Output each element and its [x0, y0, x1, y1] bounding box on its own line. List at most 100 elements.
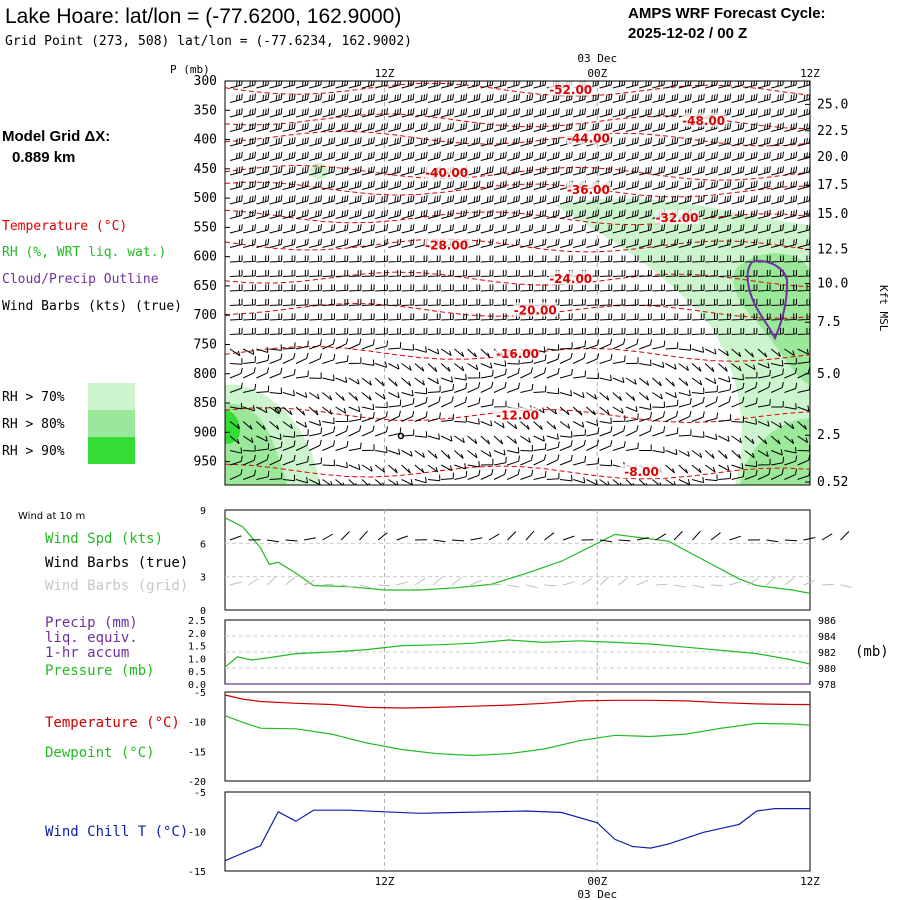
wind-10m-panel: 0 3 6 9	[200, 506, 853, 617]
temperature-contour-label: -52.00	[549, 83, 592, 97]
wind-barb-row	[229, 151, 810, 161]
rh-region-80-bottom-left	[225, 404, 287, 485]
y-right-tick-label: 978	[818, 680, 836, 691]
grid-spacing-value: 0.889 km	[12, 149, 75, 166]
height-tick-label: 15.0	[817, 207, 848, 222]
temperature-contour	[225, 407, 810, 424]
wind-barb-row	[229, 195, 810, 205]
temperature-contour-label-bg	[424, 164, 469, 179]
temperature-contour-label: -8.00	[624, 465, 659, 479]
pressure-tick-label: 500	[194, 191, 217, 206]
legend-wind-barbs: Wind Barbs (kts) (true)	[2, 299, 182, 314]
wind-barbs-true	[229, 530, 850, 543]
grid-spacing-title: Model Grid ΔX:	[2, 128, 110, 145]
series-line-wind-spd-kts-	[224, 517, 811, 594]
wind-barb-row	[229, 454, 810, 474]
pressure-tick-label: 950	[194, 455, 217, 470]
rh-region-80-right	[733, 253, 810, 385]
time-tick-label: 12Z	[800, 875, 820, 888]
time-tick-date: 03 Dec	[577, 888, 617, 900]
temperature-contour-label: -16.00	[496, 347, 539, 361]
wind-true-label: Wind Barbs (true)	[45, 555, 188, 571]
rh-label-70: RH > 70%	[2, 390, 65, 405]
temperature-contour	[225, 82, 810, 97]
height-axis-label: Kft MSL	[877, 285, 890, 332]
wind-barb-row	[229, 327, 810, 335]
grid-point-subtitle: Grid Point (273, 508) lat/lon = (-77.623…	[5, 34, 412, 49]
temperature-contour	[225, 164, 810, 181]
wind-barb-row	[229, 313, 810, 321]
cross-section-panel: -52.00 -48.00 -44.00 -40.00 -36.00 -32.00 -28.…	[194, 74, 849, 490]
wind-barb-row	[229, 93, 810, 103]
wind-barb-row	[229, 298, 810, 306]
pressure-tick-label: 450	[194, 162, 217, 177]
temperature-contour-label-bg	[495, 407, 540, 422]
pressure-tick-label: 750	[194, 337, 217, 352]
y-tick-label: -5	[194, 688, 206, 699]
wind-speed-label: Wind Spd (kts)	[45, 531, 163, 547]
wind-barbs-grid	[229, 576, 853, 589]
legend-rh: RH (%, WRT liq. wat.)	[2, 245, 166, 260]
wind-barb-row	[229, 238, 810, 248]
temperature-dewpoint-panel: -5 -10 -15 -20	[188, 688, 811, 788]
temperature-contour-label-bg	[566, 181, 611, 196]
y-right-tick-label: 984	[818, 632, 836, 643]
y-tick-label: -10	[188, 828, 206, 839]
wind-grid-label: Wind Barbs (grid)	[45, 578, 188, 594]
height-tick-label: 10.0	[817, 277, 848, 292]
temperature-contour-label: -32.00	[656, 211, 699, 225]
height-tick-label: 20.0	[817, 150, 848, 165]
cross-section-frame	[224, 80, 811, 486]
rh-region-90-bottom-left	[225, 410, 240, 444]
y-tick-label: 9	[200, 506, 206, 517]
rh-shading	[225, 163, 810, 485]
wind-barb-row	[229, 137, 810, 147]
page-title: Lake Hoare: lat/lon = (-77.6200, 162.900…	[5, 5, 401, 28]
precip-pressure-panel: 0.0 0.5 1.01.5 2.0 2.5 978 980 982 984 986	[188, 616, 836, 691]
time-tick-label: 12Z	[375, 67, 395, 80]
wind-barb-row	[229, 367, 810, 387]
wind-barb-row	[229, 439, 810, 460]
series-line-wind-chill-t-c-	[224, 808, 810, 862]
rh-label-90: RH > 90%	[2, 444, 65, 459]
pressure-tick-label: 650	[194, 279, 217, 294]
time-tick-label: 12Z	[375, 875, 395, 888]
pressure-tick-label: 850	[194, 396, 217, 411]
panel-frame	[224, 691, 811, 782]
height-tick-label: 25.0	[817, 97, 848, 112]
temperature-contour	[225, 209, 810, 226]
temperature-contour-label: -40.00	[425, 166, 468, 180]
wind-barb-row	[229, 381, 810, 401]
wind-barb-row	[229, 180, 810, 190]
cloud-outline-contour	[746, 260, 789, 341]
y-tick-label: 6	[200, 539, 206, 550]
wind-barb-row	[229, 468, 810, 485]
wind-barb-row	[229, 224, 810, 234]
temperature-contour-label: -48.00	[682, 114, 725, 128]
rh-swatch-80	[88, 410, 135, 437]
temperature-contour-label-bg	[619, 464, 664, 479]
height-tick-label: 2.5	[817, 428, 840, 443]
temperature-contour-label: -44.00	[567, 131, 610, 145]
y-tick-label: 2.0	[188, 629, 206, 640]
height-tick-label: 7.5	[817, 315, 840, 330]
pressure-tick-label: 400	[194, 133, 217, 148]
legend-temperature: Temperature (°C)	[2, 219, 127, 234]
temperature-contour	[225, 463, 810, 480]
surface-marker	[274, 406, 282, 414]
y-tick-label: 3	[200, 573, 206, 584]
pressure-tick-label: 600	[194, 250, 217, 265]
precip-sub2-label: 1-hr accum	[45, 645, 129, 661]
wind-barb-row	[229, 166, 810, 176]
cycle-value: 2025-12-02 / 00 Z	[628, 25, 747, 42]
temperature-contour	[225, 346, 810, 362]
wind-panel-title: Wind at 10 m	[18, 511, 85, 522]
series-line-pressure-mb-	[224, 639, 811, 668]
temperature-contour-label-bg	[566, 130, 611, 145]
time-tick-label: 00Z	[587, 875, 607, 888]
y-tick-label: -15	[188, 867, 206, 878]
height-tick-label: 22.5	[817, 124, 848, 139]
y-tick-label: 0.0	[188, 680, 206, 691]
precip-label: Precip (mm)	[45, 615, 138, 631]
